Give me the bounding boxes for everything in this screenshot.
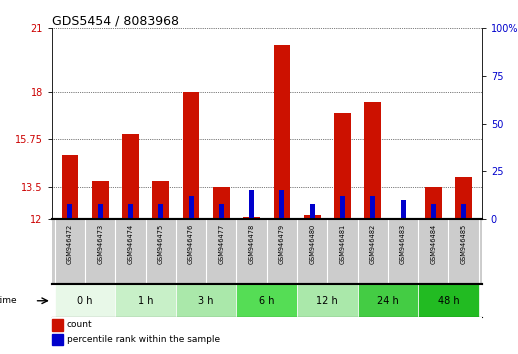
- Text: GSM946479: GSM946479: [279, 224, 285, 264]
- Bar: [243, 217, 260, 219]
- Bar: [98, 204, 103, 219]
- Bar: [340, 196, 345, 219]
- Text: GSM946473: GSM946473: [97, 224, 103, 264]
- Text: GSM946477: GSM946477: [219, 224, 224, 264]
- Text: 12 h: 12 h: [316, 296, 338, 306]
- Bar: [122, 134, 139, 219]
- Text: GSM946478: GSM946478: [249, 224, 255, 264]
- Bar: [116, 284, 176, 317]
- Bar: [52, 319, 63, 331]
- Bar: [52, 334, 63, 346]
- Bar: [431, 204, 436, 219]
- Text: percentile rank within the sample: percentile rank within the sample: [67, 335, 220, 344]
- Text: 1 h: 1 h: [138, 296, 153, 306]
- Bar: [297, 284, 357, 317]
- Bar: [370, 196, 375, 219]
- Bar: [310, 204, 314, 219]
- Text: GSM946476: GSM946476: [188, 224, 194, 264]
- Bar: [152, 181, 169, 219]
- Bar: [183, 92, 199, 219]
- Text: GSM946483: GSM946483: [400, 224, 406, 264]
- Bar: [55, 284, 116, 317]
- Text: count: count: [67, 320, 93, 329]
- Text: time: time: [0, 296, 18, 305]
- Text: 6 h: 6 h: [259, 296, 275, 306]
- Text: GSM946475: GSM946475: [158, 224, 164, 264]
- Bar: [159, 204, 163, 219]
- Bar: [400, 200, 406, 219]
- Text: 24 h: 24 h: [377, 296, 399, 306]
- Bar: [189, 196, 194, 219]
- Bar: [334, 113, 351, 219]
- Text: GSM946472: GSM946472: [67, 224, 73, 264]
- Bar: [176, 284, 237, 317]
- Bar: [62, 155, 78, 219]
- Text: GSM946485: GSM946485: [461, 224, 467, 264]
- Bar: [425, 187, 442, 219]
- Text: GSM946480: GSM946480: [309, 224, 315, 264]
- Bar: [357, 284, 418, 317]
- Bar: [213, 187, 229, 219]
- Bar: [237, 284, 297, 317]
- Bar: [219, 204, 224, 219]
- Text: 48 h: 48 h: [438, 296, 459, 306]
- Text: GSM946481: GSM946481: [339, 224, 346, 264]
- Bar: [249, 190, 254, 219]
- Bar: [455, 177, 472, 219]
- Bar: [128, 204, 133, 219]
- Text: 0 h: 0 h: [77, 296, 93, 306]
- Text: GSM946482: GSM946482: [370, 224, 376, 264]
- Bar: [279, 190, 284, 219]
- Bar: [418, 284, 479, 317]
- Bar: [274, 45, 290, 219]
- Bar: [304, 215, 321, 219]
- Bar: [365, 102, 381, 219]
- Text: GDS5454 / 8083968: GDS5454 / 8083968: [52, 14, 179, 27]
- Text: GSM946474: GSM946474: [127, 224, 134, 264]
- Bar: [92, 181, 109, 219]
- Bar: [67, 204, 73, 219]
- Text: GSM946484: GSM946484: [430, 224, 436, 264]
- Text: 3 h: 3 h: [198, 296, 214, 306]
- Bar: [461, 204, 466, 219]
